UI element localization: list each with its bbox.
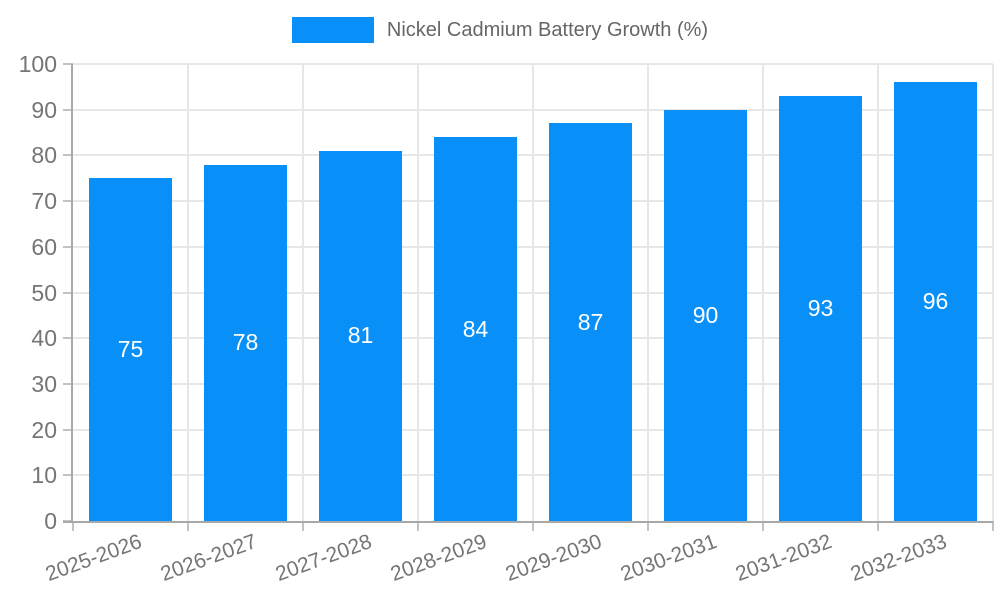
x-gridline xyxy=(302,64,304,521)
y-axis-tick xyxy=(63,63,73,65)
y-axis-tick xyxy=(63,428,73,431)
bar-value-label: 75 xyxy=(117,336,144,363)
bar[interactable]: 93 xyxy=(779,95,862,521)
x-gridline xyxy=(762,64,764,521)
x-gridline xyxy=(532,64,534,521)
y-axis-tick-label: 30 xyxy=(31,370,57,397)
y-axis-tick-label: 70 xyxy=(31,188,57,215)
bar[interactable]: 75 xyxy=(89,178,172,521)
x-axis-tick xyxy=(647,521,649,531)
x-axis-line xyxy=(63,521,993,523)
y-axis-tick-label: 90 xyxy=(31,96,57,123)
x-axis-tick xyxy=(72,521,74,531)
y-axis-tick-label: 100 xyxy=(18,51,57,77)
bar[interactable]: 81 xyxy=(319,150,402,521)
y-axis-tick xyxy=(63,200,73,203)
bar-value-label: 78 xyxy=(232,329,259,356)
x-axis-tick xyxy=(302,521,304,531)
x-gridline xyxy=(187,64,189,521)
bar-value-label: 81 xyxy=(347,322,374,349)
y-axis-tick xyxy=(63,291,73,294)
x-axis-tick xyxy=(417,521,419,531)
bar-value-label: 90 xyxy=(692,301,719,328)
bar-value-label: 93 xyxy=(807,294,834,321)
y-axis-tick xyxy=(63,154,73,157)
y-axis-tick-label: 20 xyxy=(31,416,57,443)
bar-value-label: 96 xyxy=(922,288,949,315)
x-axis-tick xyxy=(877,521,879,531)
y-axis-tick-label: 60 xyxy=(31,233,57,260)
x-gridline xyxy=(417,64,419,521)
x-axis-tick xyxy=(762,521,764,531)
y-axis-tick xyxy=(63,474,73,477)
x-gridline xyxy=(877,64,879,521)
y-axis-tick xyxy=(63,382,73,385)
bar-value-label: 84 xyxy=(462,315,489,342)
y-axis-line xyxy=(71,64,73,521)
y-axis-tick-label: 40 xyxy=(31,325,57,352)
bar[interactable]: 87 xyxy=(549,123,632,521)
y-axis-tick xyxy=(63,108,73,111)
legend-swatch xyxy=(291,17,374,43)
y-axis-tick xyxy=(63,337,73,340)
bar[interactable]: 78 xyxy=(204,164,287,521)
bar-value-label: 87 xyxy=(577,308,604,335)
x-axis-tick xyxy=(532,521,534,531)
legend-label: Nickel Cadmium Battery Growth (%) xyxy=(386,18,709,41)
y-axis-tick-label: 10 xyxy=(31,462,57,489)
y-axis-tick-label: 0 xyxy=(44,508,57,534)
bar[interactable]: 90 xyxy=(664,109,747,521)
x-axis-tick xyxy=(187,521,189,531)
x-axis-tick xyxy=(992,521,994,531)
bar[interactable]: 96 xyxy=(894,82,977,521)
x-gridline xyxy=(647,64,649,521)
legend-item[interactable]: Nickel Cadmium Battery Growth (%) xyxy=(0,17,1000,43)
y-axis-tick-label: 80 xyxy=(31,142,57,169)
y-axis-tick xyxy=(63,245,73,248)
y-axis-tick-label: 50 xyxy=(31,279,57,306)
bar[interactable]: 84 xyxy=(434,137,517,521)
x-gridline xyxy=(992,64,994,521)
